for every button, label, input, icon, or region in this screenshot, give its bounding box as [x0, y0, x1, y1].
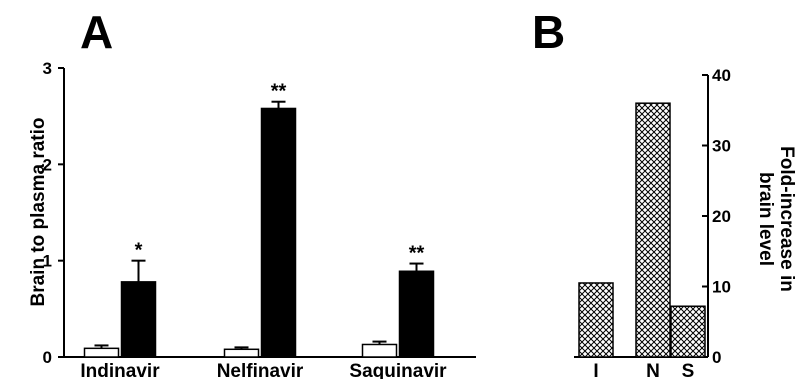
panel-b-y-axis-label-line-2: brain level [755, 172, 776, 266]
panel-a-y-axis-label: Brain to plasma ratio [28, 118, 49, 307]
panel-a-significance-label: ** [409, 243, 425, 265]
panel-b-x-tick-label: S [682, 361, 695, 379]
panel-b-axes: 0 10 20 30 40 [574, 66, 731, 367]
panel-a-x-tick-label: Saquinavir [349, 361, 447, 379]
panel-b-x-tick-label: I [593, 361, 598, 379]
panel-a-bar [260, 107, 297, 358]
panel-a-bar [120, 281, 157, 358]
panel-a-x-tick-label: Indinavir [80, 361, 160, 379]
panel-a-significance-label: ** [271, 81, 287, 103]
panel-b-y-tick-label: 30 [712, 137, 731, 156]
panel-a-y-tick-label: 3 [43, 59, 52, 78]
panel-a-x-tick-label: Nelfinavir [217, 361, 304, 379]
panel-a-letter: A [80, 6, 113, 58]
panel-a-bar [83, 347, 120, 358]
panel-a-significance-label: * [135, 240, 143, 262]
panel-a-bar [398, 270, 435, 358]
panel-b-y-tick-label: 20 [712, 207, 731, 226]
panel-b: B Fold-increase in brain level 0 10 20 30 40… [532, 6, 797, 379]
panel-b-y-axis-label-line-1: Fold-increase in [776, 146, 797, 292]
panel-a-bar [223, 348, 260, 358]
panel-b-bar [578, 282, 614, 358]
panel-b-y-axis-label: Fold-increase in brain level [755, 146, 797, 292]
panel-b-y-tick-label: 0 [712, 348, 721, 367]
panel-a-y-tick-label: 0 [43, 348, 52, 367]
panel-b-y-tick-label: 10 [712, 278, 731, 297]
panel-a-bars: * Indinavir ** Nelfinavir ** Saquinavir [80, 81, 447, 379]
panel-b-letter: B [532, 6, 565, 58]
panel-b-bar [635, 102, 671, 358]
panel-b-y-tick-label: 40 [712, 66, 731, 85]
panel-a-bar [361, 343, 398, 358]
panel-b-bar [670, 305, 706, 358]
panel-b-x-tick-label: N [646, 361, 660, 379]
panel-a-y-tick-label: 1 [43, 252, 52, 271]
panel-a-y-tick-label: 2 [43, 155, 52, 174]
